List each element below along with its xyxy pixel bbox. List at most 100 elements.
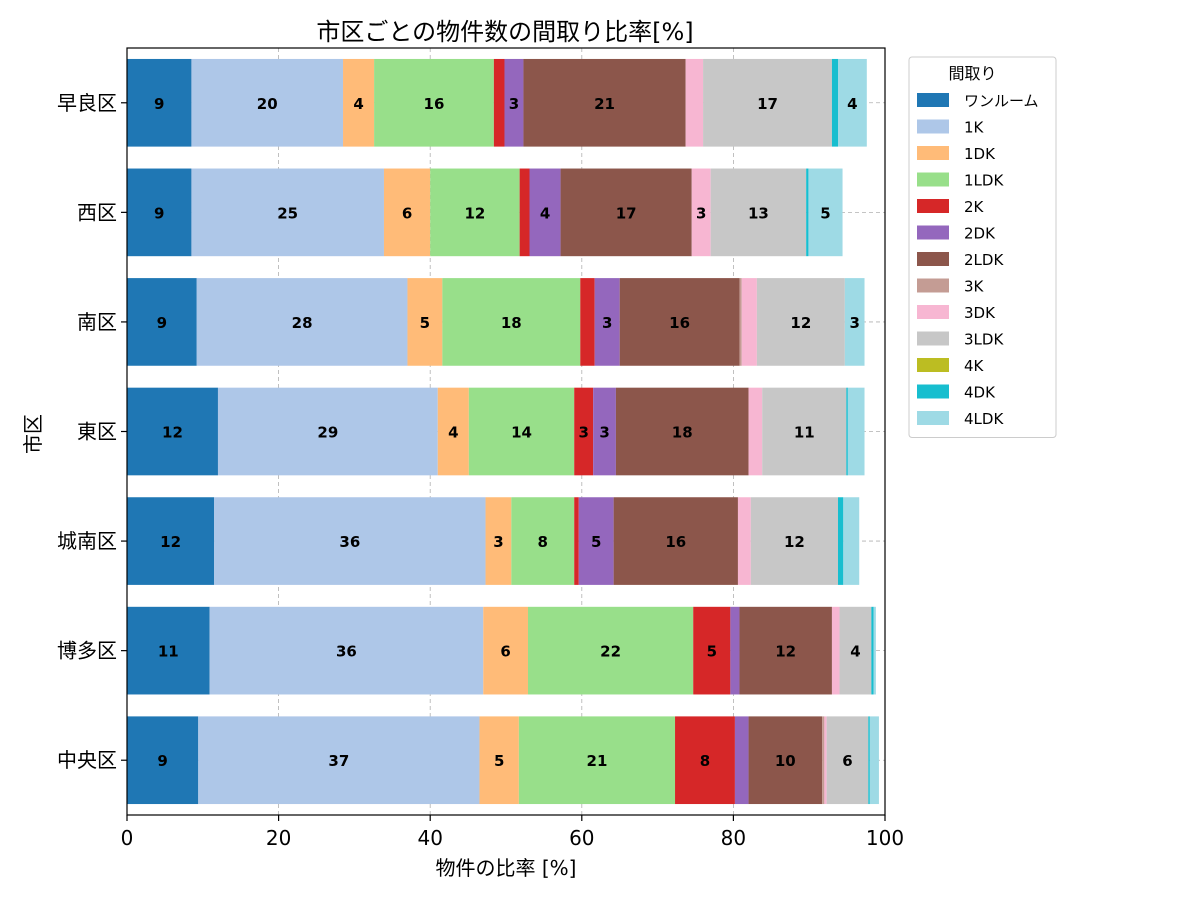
bar-segment <box>756 278 845 366</box>
bar-segment <box>127 58 192 147</box>
bar-segment <box>127 497 215 585</box>
bar-segment <box>574 387 594 476</box>
bar-value-label: 12 <box>790 314 811 332</box>
bar-value-label: 3 <box>849 314 859 332</box>
bar-value-label: 6 <box>500 643 510 661</box>
legend-swatch <box>917 411 949 425</box>
bar-value-label: 4 <box>847 95 857 113</box>
bar-value-label: 14 <box>511 424 532 442</box>
bar-segment <box>703 58 832 147</box>
legend-entry-label: 2DK <box>964 225 996 243</box>
bar-segment <box>869 716 879 805</box>
bar-value-label: 8 <box>538 533 548 551</box>
bar-segment <box>407 278 443 366</box>
bar-segment <box>838 58 867 147</box>
bar-segment <box>127 716 199 805</box>
legend-entry-label: 3K <box>964 278 985 296</box>
bar-segment <box>748 716 823 805</box>
bar-segment <box>691 168 711 257</box>
legend-entry-label: 3DK <box>964 304 996 322</box>
bar-value-label: 20 <box>257 95 278 113</box>
bar-segment <box>519 168 530 257</box>
bar-segment <box>504 58 524 147</box>
bar-value-label: 8 <box>700 752 710 770</box>
bar-segment <box>511 497 575 585</box>
bar-segment <box>831 58 839 147</box>
bar-value-label: 29 <box>317 424 338 442</box>
bar-value-label: 6 <box>842 752 852 770</box>
bar-segment <box>806 168 809 257</box>
bar-segment <box>196 278 408 366</box>
bar-value-label: 37 <box>328 752 349 770</box>
legend-swatch <box>917 384 949 399</box>
bar-segment <box>127 387 218 476</box>
bar-value-label: 18 <box>501 314 522 332</box>
bar-value-label: 11 <box>794 424 815 442</box>
legend-entry-label: ワンルーム <box>964 92 1039 110</box>
bar-value-label: 12 <box>784 533 805 551</box>
bars-layer: 9 20 4 16 3 21 17 4 9 25 6 12 4 17 3 13 5 9 28 5 18 3 16 12 3 12 2… <box>127 58 879 805</box>
bar-segment <box>529 168 561 257</box>
bar-value-label: 3 <box>696 204 706 222</box>
y-axis-label: 市区 <box>21 414 45 454</box>
bar-segment <box>613 497 738 585</box>
category-label: 東区 <box>77 420 117 444</box>
bar-segment <box>383 168 431 257</box>
bar-segment <box>127 606 210 695</box>
bar-value-label: 3 <box>493 533 503 551</box>
legend-title: 間取り <box>948 64 996 83</box>
bar-segment <box>127 278 197 366</box>
legend-swatch <box>917 252 949 266</box>
legend-swatch <box>917 278 949 293</box>
bar-value-label: 4 <box>353 95 363 113</box>
bar-segment <box>831 606 840 695</box>
category-label: 博多区 <box>57 639 117 663</box>
legend-entry-label: 2LDK <box>964 251 1004 269</box>
bar-value-label: 22 <box>600 643 621 661</box>
bar-segment <box>873 606 876 695</box>
legend-swatch <box>917 146 949 160</box>
legend-swatch <box>917 358 949 372</box>
bar-segment <box>739 278 742 366</box>
legend-entry-label: 1DK <box>964 145 996 163</box>
bar-value-label: 17 <box>757 95 778 113</box>
bar-segment <box>730 606 740 695</box>
bar-segment <box>442 278 581 366</box>
legend-swatch <box>917 172 949 187</box>
bar-value-label: 9 <box>157 314 167 332</box>
bar-segment <box>485 497 512 585</box>
bar-segment <box>560 168 692 257</box>
bar-value-label: 16 <box>665 533 686 551</box>
bar-segment <box>468 387 575 476</box>
bar-value-label: 3 <box>578 424 588 442</box>
bar-segment <box>808 168 843 257</box>
bar-value-label: 36 <box>336 643 357 661</box>
bar-value-label: 10 <box>775 752 796 770</box>
x-tick-label: 0 <box>121 826 134 850</box>
bar-segment <box>619 278 740 366</box>
bar-segment <box>762 387 847 476</box>
bar-segment <box>214 497 486 585</box>
legend-entry-label: 1LDK <box>964 172 1004 190</box>
bar-value-label: 5 <box>420 314 430 332</box>
bar-value-label: 12 <box>160 533 181 551</box>
bar-segment <box>191 58 344 147</box>
bar-value-label: 16 <box>424 95 445 113</box>
bar-value-label: 12 <box>162 424 183 442</box>
x-tick-label: 80 <box>721 826 746 850</box>
bar-segment <box>846 387 848 476</box>
bar-segment <box>479 716 519 805</box>
legend-entry-label: 4DK <box>964 384 996 402</box>
bar-segment <box>748 387 763 476</box>
legend-entry-label: 1K <box>964 119 985 137</box>
bar-value-label: 28 <box>292 314 313 332</box>
bar-segment <box>826 716 869 805</box>
bar-segment <box>843 497 860 585</box>
bar-segment <box>734 716 749 805</box>
bar-segment <box>675 716 735 805</box>
legend-entry-label: 4K <box>964 357 985 375</box>
bar-value-label: 4 <box>448 424 458 442</box>
bar-segment <box>527 606 694 695</box>
